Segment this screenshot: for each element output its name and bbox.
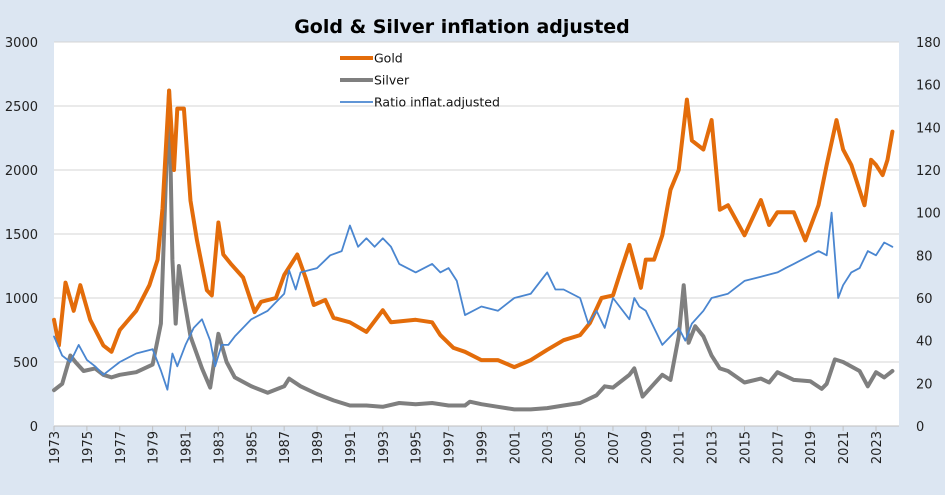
x-tick-label: 2023 bbox=[870, 431, 885, 464]
legend-label: Gold bbox=[374, 51, 403, 66]
x-tick-label: 1989 bbox=[311, 431, 326, 464]
x-tick-label: 1997 bbox=[443, 431, 458, 464]
series-layer bbox=[52, 88, 895, 412]
y-tick-label: 2000 bbox=[5, 164, 38, 179]
y2-tick-label: 60 bbox=[916, 292, 933, 307]
y-tick-label: 0 bbox=[30, 420, 38, 435]
y2-tick-label: 20 bbox=[916, 377, 933, 392]
y-tick-label: 1000 bbox=[5, 292, 38, 307]
y2-tick-label: 100 bbox=[916, 207, 941, 222]
y-tick-label: 500 bbox=[13, 356, 38, 371]
x-tick-label: 2015 bbox=[738, 431, 753, 464]
legend-label: Silver bbox=[374, 73, 410, 88]
x-tick-label: 1993 bbox=[377, 431, 392, 464]
x-tick-label: 1985 bbox=[245, 431, 260, 464]
x-tick-label: 1991 bbox=[344, 431, 359, 464]
y2-tick-label: 180 bbox=[916, 36, 941, 51]
x-tick-label: 1995 bbox=[410, 431, 425, 464]
y2-tick-label: 40 bbox=[916, 335, 933, 350]
y2-tick-label: 160 bbox=[916, 79, 941, 94]
y2-tick-label: 0 bbox=[916, 420, 924, 435]
x-tick-label: 2017 bbox=[771, 431, 786, 464]
x-tick-label: 2007 bbox=[607, 431, 622, 464]
x-tick-label: 2005 bbox=[574, 431, 589, 464]
axes: 0 500 1000 1500 2000 2500 3000 0 20 40 60 80 100 120 1… bbox=[5, 36, 941, 464]
x-tick-label: 1981 bbox=[180, 431, 195, 464]
x-tick-label: 2019 bbox=[804, 431, 819, 464]
x-tick-label: 2003 bbox=[541, 431, 556, 464]
legend-label: Ratio inflat.adjusted bbox=[374, 95, 500, 110]
x-tick-label: 2013 bbox=[706, 431, 721, 464]
x-tick-label: 1979 bbox=[147, 431, 162, 464]
y2-tick-label: 120 bbox=[916, 164, 941, 179]
series-line-gold bbox=[52, 88, 895, 370]
series-line-ratio-inflat-adjusted bbox=[53, 211, 894, 391]
gridlines bbox=[54, 41, 899, 363]
y-tick-label: 1500 bbox=[5, 228, 38, 243]
x-tick-label: 2011 bbox=[673, 431, 688, 464]
x-tick-label: 2001 bbox=[508, 431, 523, 464]
x-tick-label: 1977 bbox=[114, 431, 129, 464]
y2-tick-label: 80 bbox=[916, 249, 933, 264]
x-tick-label: 1983 bbox=[212, 431, 227, 464]
y-tick-label: 3000 bbox=[5, 36, 38, 51]
x-tick-label: 2009 bbox=[640, 431, 655, 464]
x-tick-label: 1973 bbox=[48, 431, 63, 464]
x-tick-label: 2021 bbox=[837, 431, 852, 464]
chart-title: Gold & Silver inflation adjusted bbox=[294, 16, 630, 38]
x-tick-label: 1999 bbox=[475, 431, 490, 464]
y2-tick-label: 140 bbox=[916, 121, 941, 136]
x-tick-label: 1987 bbox=[278, 431, 293, 464]
y-tick-label: 2500 bbox=[5, 100, 38, 115]
legend: Gold Silver Ratio inflat.adjusted bbox=[340, 51, 500, 110]
x-tick-label: 1975 bbox=[81, 431, 96, 464]
